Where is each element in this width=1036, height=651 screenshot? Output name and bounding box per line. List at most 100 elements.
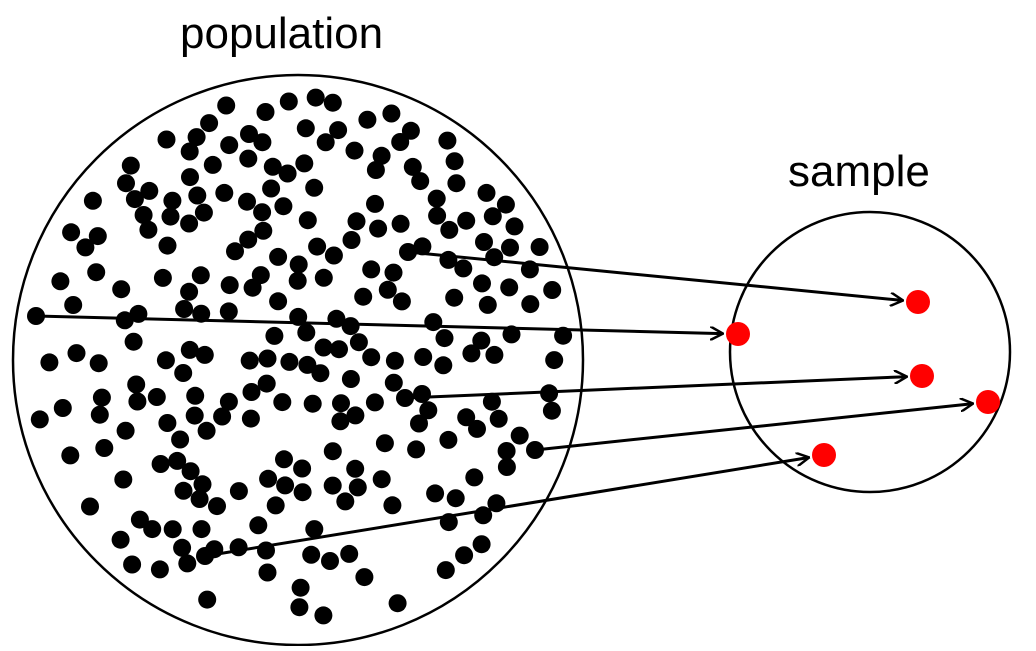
population-dot — [275, 450, 293, 469]
population-dot — [123, 555, 142, 574]
population-dot — [482, 392, 501, 411]
population-dot — [428, 206, 447, 225]
population-dot — [298, 211, 317, 230]
population-dot — [128, 392, 147, 411]
population-dot — [61, 446, 80, 465]
population-dot — [382, 104, 401, 123]
population-dot — [477, 183, 496, 202]
population-dot — [151, 455, 170, 473]
population-dot — [181, 462, 200, 481]
population-dot — [127, 375, 146, 394]
population-dot — [308, 237, 327, 256]
population-dot — [238, 192, 256, 211]
sampling-arrows — [35, 250, 972, 558]
population-dot — [276, 476, 295, 495]
population-dot — [341, 370, 360, 388]
population-dot — [489, 409, 508, 428]
population-dot — [188, 186, 207, 205]
population-dot — [117, 174, 135, 193]
population-dot — [180, 214, 199, 233]
population-dot — [329, 121, 348, 140]
population-dot — [51, 272, 70, 291]
population-dot — [81, 497, 99, 516]
population-dot — [372, 470, 391, 489]
population-dot — [219, 302, 238, 321]
population-dot — [161, 207, 180, 226]
population-dot — [217, 96, 236, 115]
sample-dot — [812, 443, 836, 467]
population-dot — [505, 217, 524, 236]
population-dot — [483, 207, 502, 226]
population-dot — [314, 606, 333, 625]
population-dot — [419, 401, 438, 420]
population-dot — [194, 203, 213, 222]
population-dot — [253, 133, 272, 152]
population-dot — [383, 496, 402, 515]
population-dot — [190, 490, 209, 508]
population-dot — [153, 268, 172, 287]
population-dot — [87, 263, 106, 282]
population-dot — [158, 414, 177, 432]
population-dot — [273, 393, 292, 412]
population-dot — [240, 125, 258, 143]
population-dots — [27, 88, 573, 625]
population-dot — [472, 331, 491, 350]
population-dot — [485, 345, 504, 364]
population-dot — [195, 345, 214, 364]
population-dot — [366, 161, 385, 179]
population-dot — [510, 426, 529, 445]
population-dot — [332, 394, 350, 413]
population-dot — [426, 484, 445, 503]
population-dot — [445, 288, 464, 307]
population-dot — [302, 545, 321, 564]
population-dot — [410, 414, 428, 433]
population-dot — [220, 136, 239, 155]
population-dot — [258, 563, 277, 582]
population-dot — [83, 191, 102, 210]
population-dot — [229, 482, 248, 501]
population-dot — [355, 568, 374, 587]
population-dot — [192, 520, 211, 539]
population-dot — [208, 497, 226, 516]
population-dot — [262, 179, 281, 198]
population-dot — [90, 405, 109, 424]
population-dot — [288, 271, 307, 290]
population-dot — [297, 323, 316, 342]
population-dot — [305, 178, 324, 197]
population-dot — [330, 340, 348, 359]
population-dot — [280, 352, 299, 371]
population-dot — [316, 133, 335, 152]
population-dot — [156, 351, 175, 370]
population-dot — [545, 351, 564, 370]
population-dot — [53, 399, 72, 417]
population-dot — [147, 388, 166, 406]
population-dot — [112, 280, 131, 299]
population-dot — [303, 394, 322, 413]
population-dot — [198, 590, 217, 609]
population-dot — [88, 227, 107, 246]
population-dot — [465, 468, 484, 487]
population-dot — [468, 419, 486, 438]
population-dot — [497, 442, 516, 460]
population-dot — [384, 373, 403, 392]
sample-dot — [906, 290, 930, 314]
population-dot — [40, 353, 59, 372]
population-dot — [240, 351, 259, 370]
population-dot — [89, 354, 108, 373]
population-dot — [440, 220, 459, 239]
sampling-arrow — [534, 404, 972, 452]
population-dot — [258, 349, 277, 368]
population-dot — [30, 410, 49, 429]
population-dot — [354, 287, 373, 306]
population-dot — [239, 149, 258, 168]
population-dot — [274, 197, 293, 216]
population-dot — [186, 386, 205, 405]
population-dot — [496, 195, 515, 214]
population-dot — [385, 351, 404, 370]
population-dot — [181, 168, 199, 187]
population-dot — [414, 348, 433, 366]
population-dot — [323, 93, 342, 112]
population-dot — [501, 238, 519, 257]
population-dot — [298, 355, 317, 374]
